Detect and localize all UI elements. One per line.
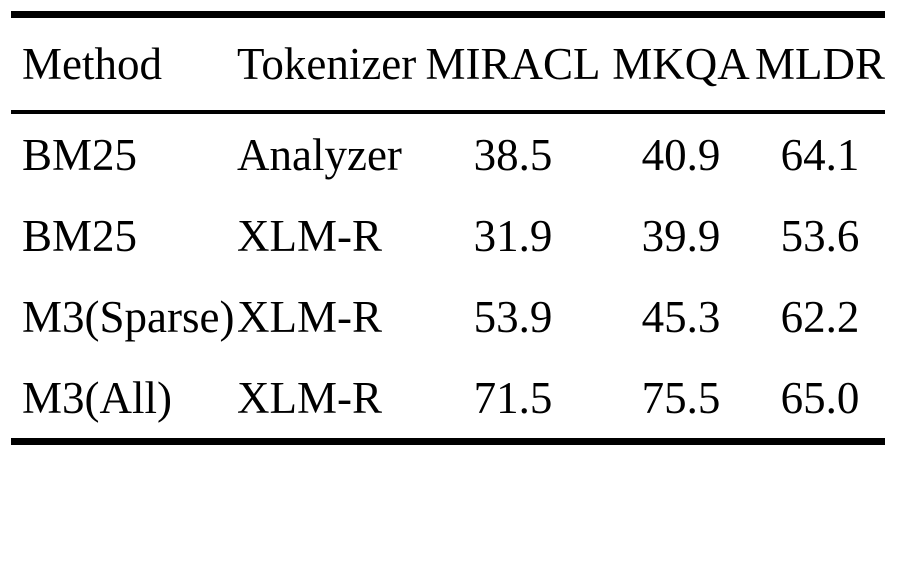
cell-method: M3(Sparse) — [22, 291, 235, 342]
cell-tokenizer: Analyzer — [237, 129, 402, 180]
cell-mldr: 62.2 — [780, 291, 860, 342]
cell-tokenizer: XLM-R — [237, 210, 382, 261]
col-header-mkqa: MKQA — [607, 14, 755, 114]
cell-mldr: 64.1 — [780, 129, 860, 180]
cell-mkqa: 40.9 — [641, 129, 721, 180]
cell-miracl: 53.9 — [473, 291, 553, 342]
col-header-tokenizer: Tokenizer — [237, 14, 419, 114]
cell-method: BM25 — [22, 210, 138, 261]
cell-mldr: 65.0 — [780, 372, 860, 423]
cell-mkqa: 45.3 — [641, 291, 721, 342]
table-caption-line-1: Table 11: Comparison with the BM25 metho… — [10, 577, 894, 582]
table-row: M3(Sparse) XLM-R 53.9 45.3 62.2 — [11, 276, 885, 357]
table-row: BM25 Analyzer 38.5 40.9 64.1 — [11, 112, 885, 195]
col-header-mldr: MLDR — [755, 14, 885, 114]
cell-method: BM25 — [22, 129, 138, 180]
cell-miracl: 31.9 — [473, 210, 553, 261]
cell-miracl: 38.5 — [473, 129, 553, 180]
header-row: Method Tokenizer MIRACL MKQA MLDR — [11, 14, 885, 114]
table-row: BM25 XLM-R 31.9 39.9 53.6 — [11, 195, 885, 276]
cell-tokenizer: XLM-R — [237, 291, 382, 342]
col-header-method: Method — [11, 14, 237, 114]
cell-tokenizer: XLM-R — [237, 372, 382, 423]
table-row: M3(All) XLM-R 71.5 75.5 65.0 — [11, 357, 885, 442]
cell-miracl: 71.5 — [473, 372, 553, 423]
table-caption: Table 11: Comparison with the BM25 metho… — [10, 479, 894, 582]
cell-mkqa: 39.9 — [641, 210, 721, 261]
col-header-miracl: MIRACL — [419, 14, 607, 114]
results-table: Method Tokenizer MIRACL MKQA MLDR BM25 A… — [11, 11, 885, 445]
cell-mldr: 53.6 — [780, 210, 860, 261]
cell-method: M3(All) — [22, 372, 172, 423]
cell-mkqa: 75.5 — [641, 372, 721, 423]
